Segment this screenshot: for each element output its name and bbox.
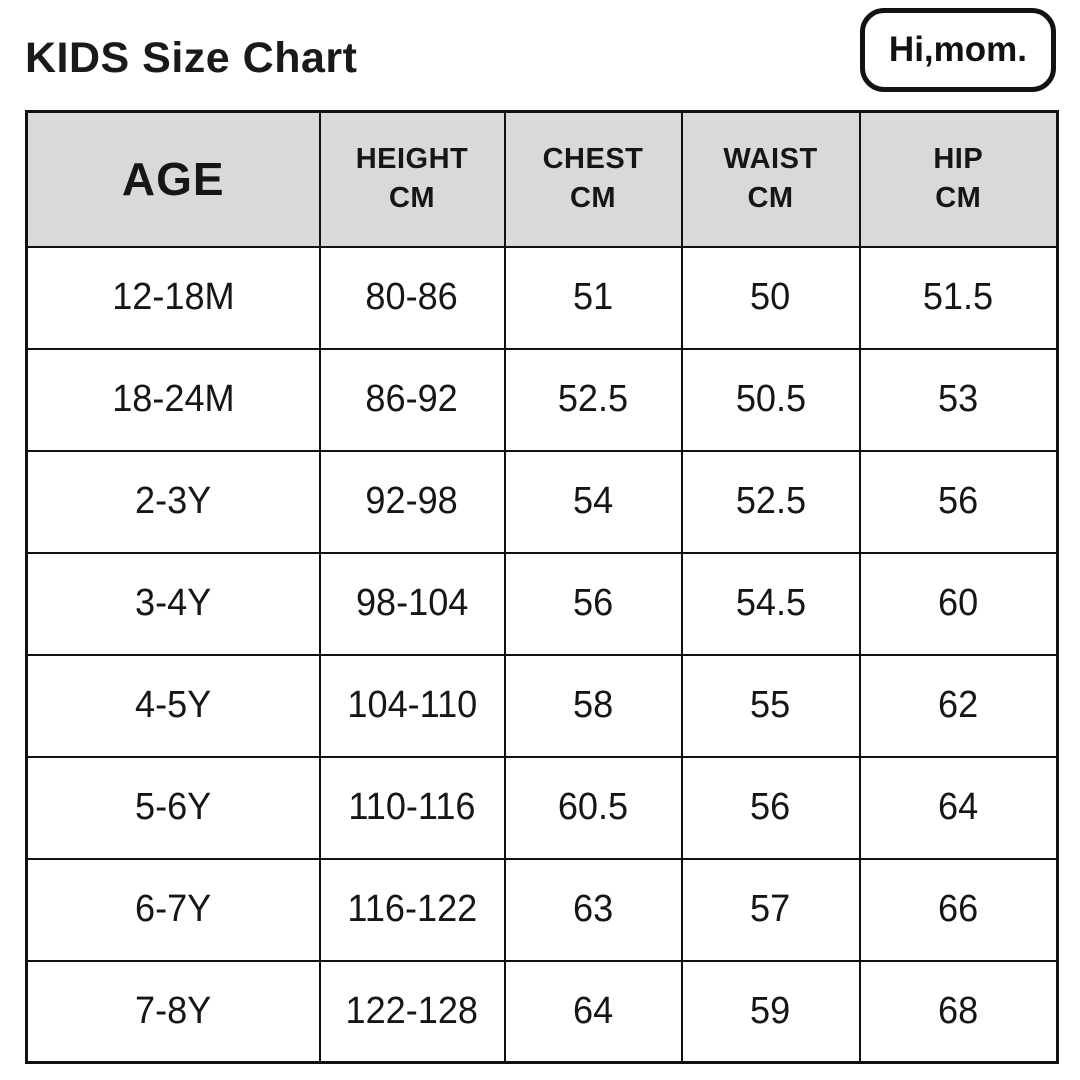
cell-chest: 54: [503, 449, 683, 554]
cell-chest: 51: [503, 245, 683, 350]
cell-waist: 50.5: [680, 347, 861, 452]
cell-hip: 53: [858, 347, 1059, 452]
cell-waist: 54.5: [680, 551, 861, 656]
cell-hip: 51.5: [858, 245, 1059, 350]
table-row: 18-24M 86-92 52.5 50.5 53: [25, 347, 1059, 452]
cell-height: 92-98: [318, 449, 506, 554]
table-row: 7-8Y 122-128 64 59 68: [25, 959, 1059, 1064]
brand-logo: Hi,mom.: [859, 8, 1056, 92]
table-row: 5-6Y 110-116 60.5 56 64: [25, 755, 1059, 860]
cell-waist: 52.5: [680, 449, 861, 554]
cell-age: 7-8Y: [25, 959, 321, 1064]
cell-hip: 62: [858, 653, 1059, 758]
cell-height: 104-110: [318, 653, 506, 758]
cell-age: 18-24M: [25, 347, 321, 452]
cell-chest: 63: [503, 857, 683, 962]
cell-chest: 64: [503, 959, 683, 1064]
cell-waist: 57: [680, 857, 861, 962]
column-header-chest: CHEST CM: [503, 110, 683, 248]
table-row: 3-4Y 98-104 56 54.5 60: [25, 551, 1059, 656]
column-header-hip: HIP CM: [858, 110, 1059, 248]
cell-height: 122-128: [318, 959, 506, 1064]
cell-height: 98-104: [318, 551, 506, 656]
cell-chest: 60.5: [503, 755, 683, 860]
cell-age: 5-6Y: [25, 755, 321, 860]
cell-age: 4-5Y: [25, 653, 321, 758]
cell-waist: 50: [680, 245, 861, 350]
size-chart-table: AGE HEIGHT CM CHEST CM WAIST CM HIP CM: [25, 110, 1059, 1064]
cell-height: 86-92: [318, 347, 506, 452]
cell-height: 110-116: [318, 755, 506, 860]
page-title: KIDS Size Chart: [25, 34, 358, 82]
table-row: 4-5Y 104-110 58 55 62: [25, 653, 1059, 758]
table-header-row: AGE HEIGHT CM CHEST CM WAIST CM HIP CM: [25, 110, 1059, 248]
table-row: 12-18M 80-86 51 50 51.5: [25, 245, 1059, 350]
cell-height: 116-122: [318, 857, 506, 962]
cell-waist: 59: [680, 959, 861, 1064]
brand-logo-text: Hi,mom.: [888, 30, 1027, 69]
cell-age: 3-4Y: [25, 551, 321, 656]
cell-waist: 55: [680, 653, 861, 758]
table-row: 2-3Y 92-98 54 52.5 56: [25, 449, 1059, 554]
cell-chest: 56: [503, 551, 683, 656]
cell-age: 12-18M: [25, 245, 321, 350]
cell-waist: 56: [680, 755, 861, 860]
cell-age: 6-7Y: [25, 857, 321, 962]
cell-chest: 52.5: [503, 347, 683, 452]
column-header-age: AGE: [25, 110, 321, 248]
column-header-waist: WAIST CM: [680, 110, 861, 248]
table-row: 6-7Y 116-122 63 57 66: [25, 857, 1059, 962]
cell-chest: 58: [503, 653, 683, 758]
cell-height: 80-86: [318, 245, 506, 350]
cell-hip: 60: [858, 551, 1059, 656]
cell-hip: 56: [858, 449, 1059, 554]
cell-hip: 64: [858, 755, 1059, 860]
cell-hip: 68: [858, 959, 1059, 1064]
cell-age: 2-3Y: [25, 449, 321, 554]
cell-hip: 66: [858, 857, 1059, 962]
table-body: 12-18M 80-86 51 50 51.5 18-24M 86-92 52.…: [25, 245, 1059, 1064]
column-header-height: HEIGHT CM: [318, 110, 506, 248]
